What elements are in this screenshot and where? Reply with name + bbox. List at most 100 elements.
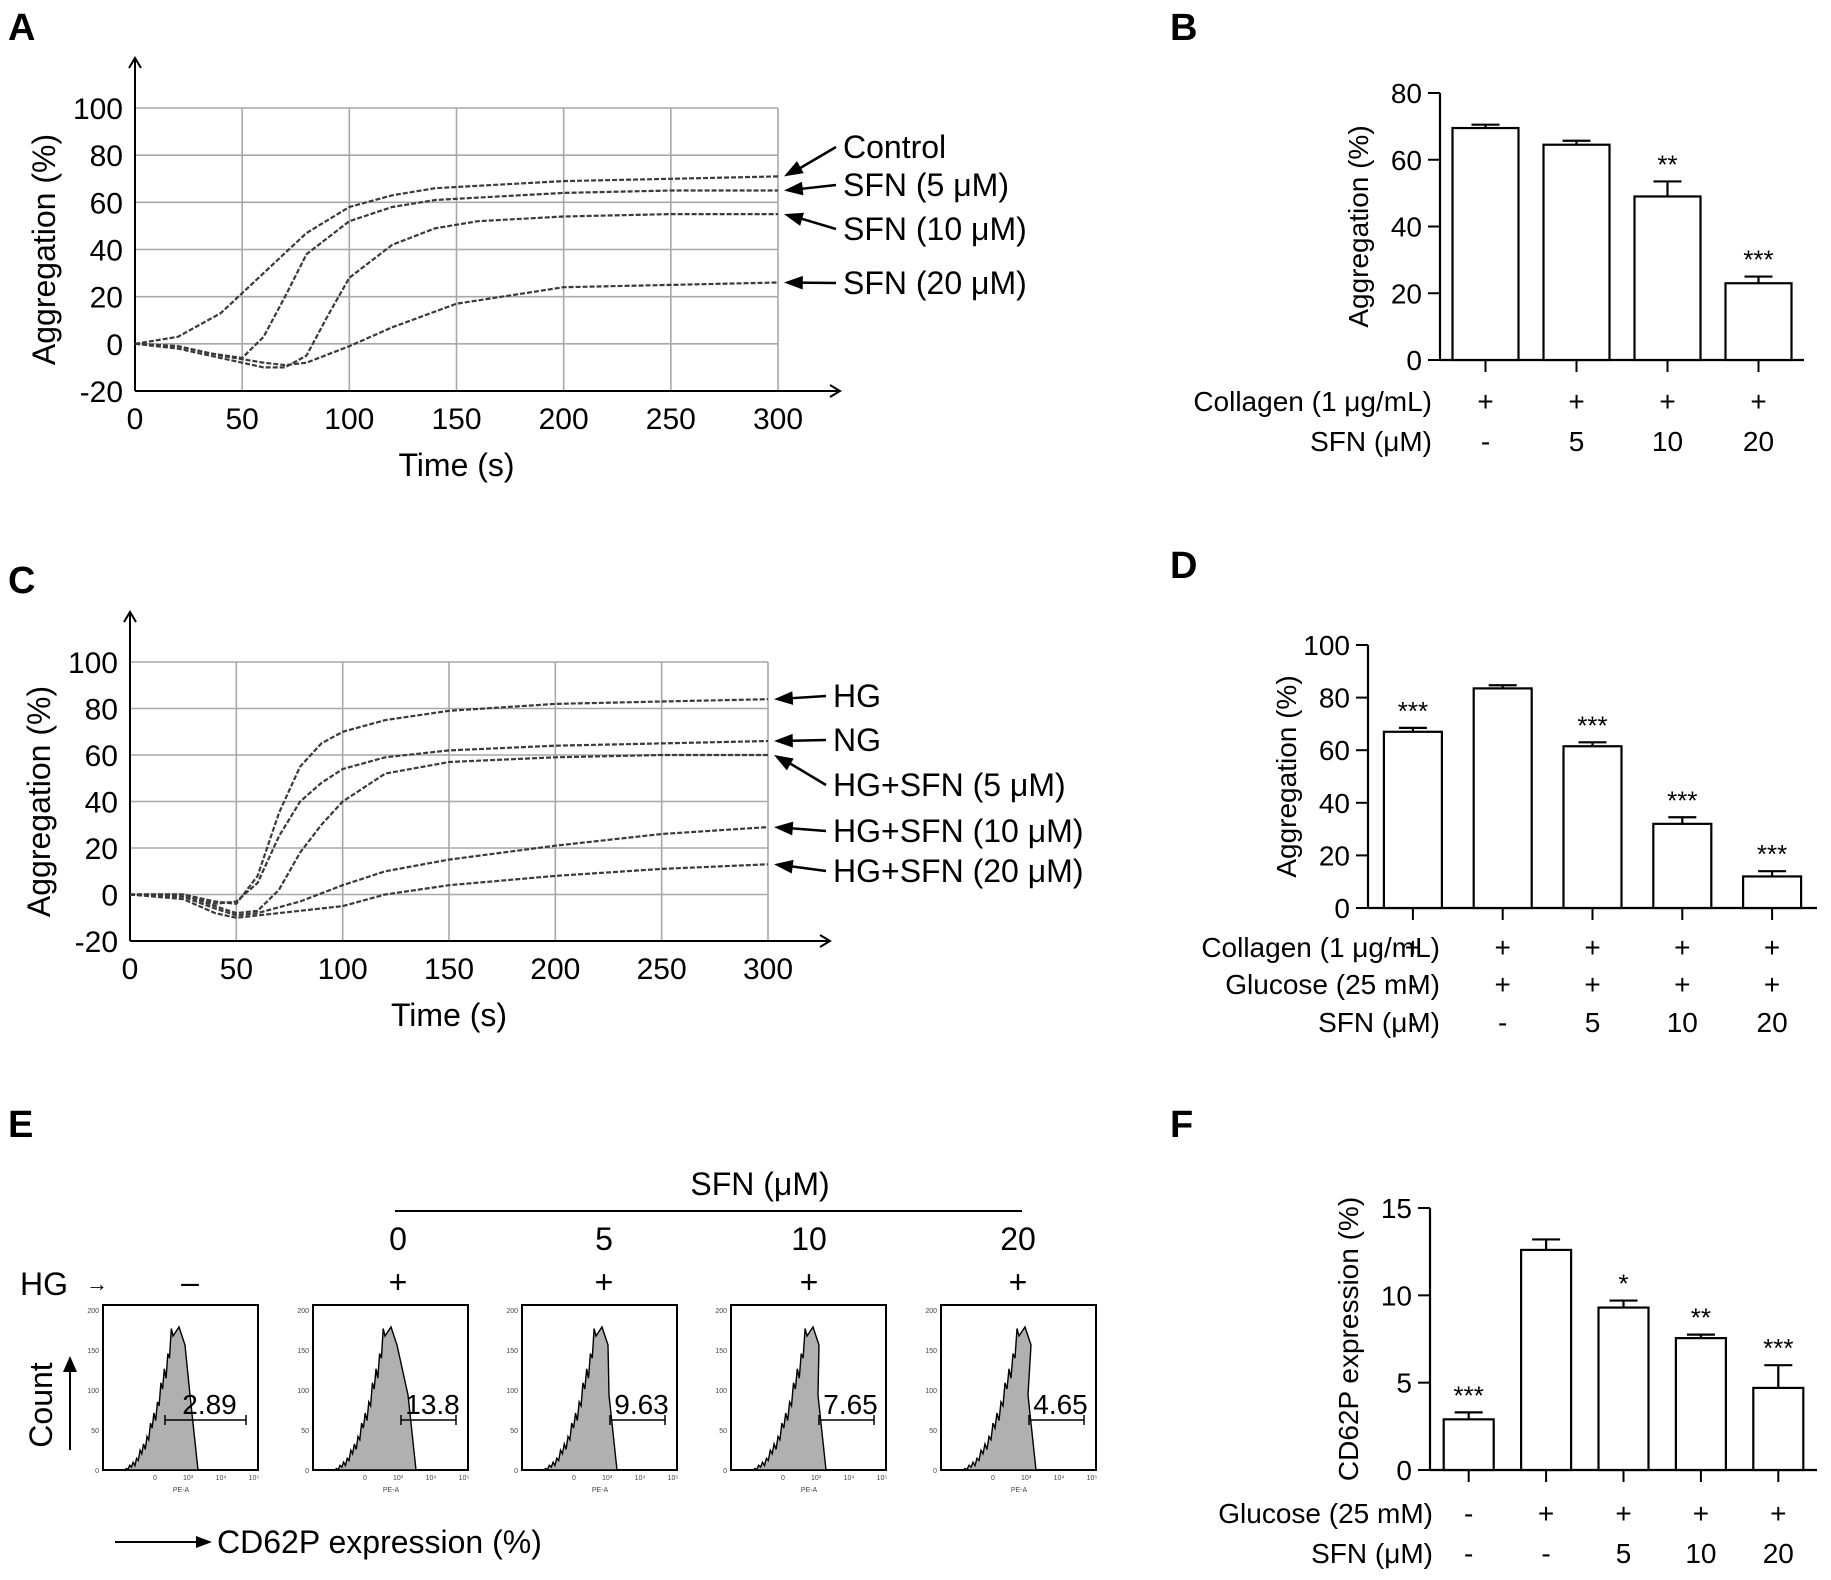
histogram-axis-small-label: PE-A <box>173 1487 190 1494</box>
bar <box>1519 1248 1573 1472</box>
histogram-axis-small-label: PE-A <box>801 1487 818 1494</box>
legend-label: SFN (10 μM) <box>843 211 1027 247</box>
condition-value: - <box>1541 1538 1550 1569</box>
histogram-y-tick: 150 <box>87 1348 99 1355</box>
legend-arrowhead <box>774 859 794 874</box>
bar <box>1542 143 1611 362</box>
bar <box>1382 730 1444 910</box>
condition-value: + <box>1495 932 1511 963</box>
histogram-x-tick: 10³ <box>393 1475 404 1482</box>
histogram-axis-small-label: PE-A <box>592 1487 609 1494</box>
condition-value: + <box>1764 969 1780 1000</box>
condition-value: - <box>1481 426 1490 457</box>
y-tick-label: 80 <box>1319 683 1350 714</box>
histogram-y-tick: 0 <box>95 1468 99 1475</box>
histogram-y-tick: 100 <box>297 1388 309 1395</box>
condition-value: + <box>1750 386 1766 417</box>
y-axis-label: Aggregation (%) <box>1271 675 1302 877</box>
y-tick-label: 20 <box>90 282 123 315</box>
condition-value: + <box>1495 969 1511 1000</box>
histogram-y-tick: 0 <box>723 1468 727 1475</box>
condition-value: + <box>1405 932 1421 963</box>
condition-value: + <box>1477 386 1493 417</box>
condition-value: 5 <box>1585 1007 1601 1038</box>
y-tick-label: 100 <box>1303 630 1350 661</box>
condition-value: 10 <box>1685 1538 1716 1569</box>
legend-arrow-line <box>795 215 837 231</box>
significance-marker: ** <box>1657 149 1677 179</box>
condition-value: - <box>1408 969 1417 1000</box>
x-axis-arrowhead <box>829 384 842 398</box>
gate-percentage: 4.65 <box>1033 1389 1088 1420</box>
bar <box>1752 1386 1805 1472</box>
legend-arrowhead <box>784 161 804 177</box>
histogram-y-tick: 200 <box>925 1308 937 1315</box>
legend-arrowhead <box>774 733 793 748</box>
histogram-y-tick: 100 <box>87 1388 99 1395</box>
histogram-x-tick: 0 <box>153 1475 157 1482</box>
condition-value: 10 <box>1667 1007 1698 1038</box>
histogram-x-tick: 10⁵ <box>877 1475 888 1482</box>
x-tick-label: 200 <box>530 953 580 986</box>
x-tick-label: 0 <box>127 403 144 436</box>
histogram-distribution <box>330 1325 417 1472</box>
legend-label: HG+SFN (5 μM) <box>833 767 1066 803</box>
histogram-x-tick: 10³ <box>811 1475 822 1482</box>
sfn-dose-value: 5 <box>595 1221 613 1257</box>
histogram-x-tick: 0 <box>363 1475 367 1482</box>
condition-value: + <box>1770 1498 1786 1529</box>
condition-row-label: SFN (μM) <box>1311 1538 1433 1569</box>
legend-arrow-line <box>785 864 827 873</box>
x-axis-label: Time (s) <box>391 997 507 1033</box>
condition-value: + <box>1674 969 1690 1000</box>
bar <box>1652 822 1713 910</box>
significance-marker: *** <box>1577 710 1607 740</box>
y-tick-label: 0 <box>101 880 118 913</box>
legend-arrowhead <box>784 181 804 196</box>
trace-line-0 <box>130 698 769 905</box>
gate-percentage: 13.8 <box>405 1389 460 1420</box>
significance-marker: *** <box>1667 785 1697 815</box>
condition-row-label: Glucose (25 mM) <box>1218 1498 1433 1529</box>
condition-row-label: Glucose (25 mM) <box>1225 969 1440 1000</box>
hg-row-label: HG <box>20 1266 68 1302</box>
histogram-x-tick: 10⁵ <box>1087 1475 1098 1482</box>
histogram-y-tick: 150 <box>297 1348 309 1355</box>
significance-marker: *** <box>1763 1333 1793 1363</box>
histogram-y-tick: 50 <box>91 1428 99 1435</box>
panel-label-c: C <box>8 560 35 602</box>
significance-marker: *** <box>1454 1380 1484 1410</box>
hg-status: + <box>1009 1264 1028 1300</box>
histogram-x-tick: 0 <box>991 1475 995 1482</box>
bar <box>1674 1337 1728 1472</box>
bar <box>1442 1418 1495 1472</box>
histogram-y-tick: 50 <box>719 1428 727 1435</box>
y-tick-label: 60 <box>1391 145 1422 176</box>
x-tick-label: 150 <box>424 953 474 986</box>
histogram-y-tick: 150 <box>506 1348 518 1355</box>
histogram-y-tick: 200 <box>87 1308 99 1315</box>
gate-percentage: 2.89 <box>182 1389 237 1420</box>
bar <box>1741 875 1803 910</box>
significance-marker: *** <box>1743 245 1773 275</box>
hg-status: + <box>389 1264 408 1300</box>
y-tick-label: 40 <box>1391 212 1422 243</box>
hg-arrow: → <box>86 1271 108 1296</box>
panel-label-b: B <box>1170 7 1197 49</box>
condition-value: + <box>1764 932 1780 963</box>
y-tick-label: 80 <box>85 694 118 727</box>
sfn-dose-value: 10 <box>791 1221 827 1257</box>
count-arrowhead <box>63 1356 77 1372</box>
y-axis-label: Aggregation (%) <box>26 134 62 365</box>
x-tick-label: 250 <box>637 953 687 986</box>
x-tick-label: 300 <box>753 403 803 436</box>
bar <box>1633 195 1702 362</box>
histogram-y-tick: 200 <box>715 1308 727 1315</box>
condition-row-label: SFN (μM) <box>1310 426 1432 457</box>
condition-value: 20 <box>1757 1007 1788 1038</box>
